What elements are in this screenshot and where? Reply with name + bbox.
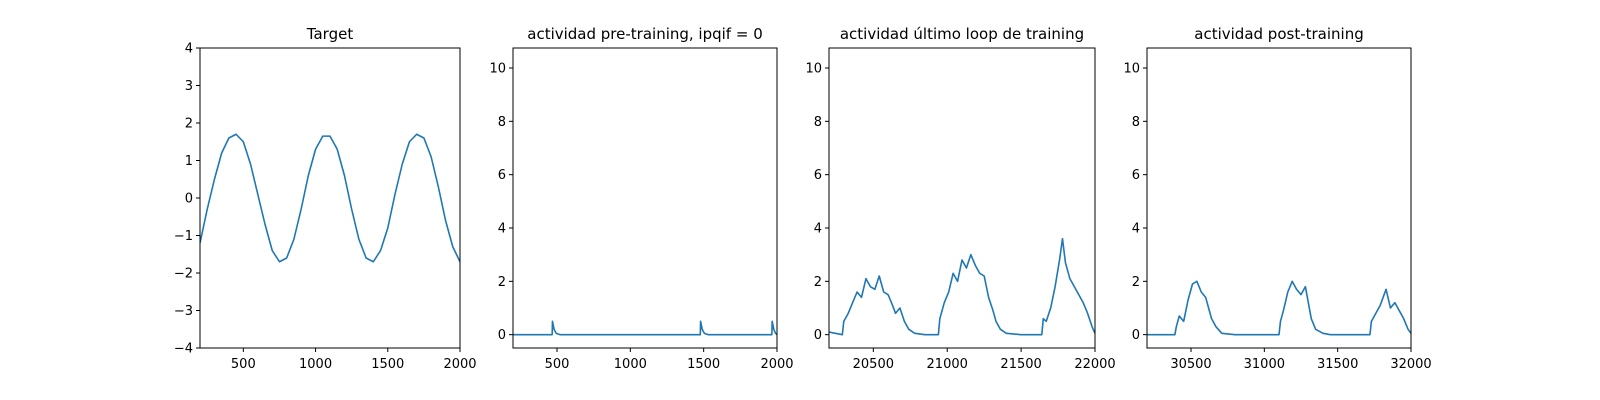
- y-tick-label: 0: [498, 328, 506, 343]
- x-tick-label: 500: [231, 357, 256, 372]
- plot-frame: [828, 47, 1096, 349]
- y-tick-label: 0: [1132, 328, 1140, 343]
- x-tick-label: 20500: [853, 357, 894, 372]
- y-tick-label: 2: [498, 275, 506, 290]
- y-tick-label: 6: [1132, 168, 1140, 183]
- y-tick-label: 8: [814, 115, 822, 130]
- x-tick-label: 30500: [1170, 357, 1211, 372]
- x-tick-label: 1500: [371, 357, 404, 372]
- x-tick-label: 21000: [927, 357, 968, 372]
- y-tick-label: 0: [185, 192, 193, 207]
- y-tick-label: 4: [814, 222, 822, 237]
- x-tick-label: 22000: [1074, 357, 1115, 372]
- y-tick-label: 4: [1132, 222, 1140, 237]
- y-tick-label: 6: [814, 168, 822, 183]
- series-line: [200, 133, 460, 263]
- x-tick-label: 2000: [443, 357, 476, 372]
- x-tick-label: 31000: [1244, 357, 1285, 372]
- plot-frame: [512, 47, 778, 349]
- y-tick-label: 1: [185, 154, 193, 169]
- chart-panel-1: Target 500 1000 1500 2000 −4 −3 −2 −1 0 1 2 3 4: [174, 25, 477, 372]
- y-tick-label: 3: [185, 79, 193, 94]
- y-tick-label: 8: [1132, 115, 1140, 130]
- chart-panel-2: actividad pre-training, ipqif = 0 500 1000…: [489, 25, 793, 372]
- y-tick-label: 4: [185, 42, 193, 57]
- x-tick-label: 2000: [760, 357, 793, 372]
- y-tick-label: 10: [1123, 62, 1140, 77]
- series-line: [513, 320, 777, 336]
- chart-title: actividad último loop de training: [840, 25, 1084, 43]
- y-tick-label: −4: [174, 342, 193, 357]
- y-tick-label: 2: [1132, 275, 1140, 290]
- y-tick-label: −1: [174, 229, 193, 244]
- x-tick-label: 500: [545, 357, 570, 372]
- y-tick-label: 2: [814, 275, 822, 290]
- y-tick-label: 2: [185, 117, 193, 132]
- plot-frame: [1146, 47, 1412, 349]
- y-tick-label: 4: [498, 222, 506, 237]
- x-tick-label: 1000: [614, 357, 647, 372]
- x-tick-label: 21500: [1000, 357, 1041, 372]
- y-tick-label: 0: [814, 328, 822, 343]
- chart-panel-4: actividad post-training 30500 31000 31500 32…: [1123, 25, 1431, 372]
- x-tick-label: 1500: [687, 357, 720, 372]
- y-tick-label: 10: [489, 62, 506, 77]
- chart-title: actividad post-training: [1194, 25, 1363, 43]
- series-line: [1147, 280, 1411, 336]
- series-line: [829, 237, 1095, 336]
- chart-title: Target: [306, 25, 354, 43]
- y-tick-label: −2: [174, 267, 193, 282]
- y-tick-label: 8: [498, 115, 506, 130]
- x-tick-label: 32000: [1390, 357, 1431, 372]
- chart-title: actividad pre-training, ipqif = 0: [527, 25, 763, 43]
- x-tick-label: 31500: [1317, 357, 1358, 372]
- y-tick-label: −3: [174, 304, 193, 319]
- y-tick-label: 10: [805, 62, 822, 77]
- x-tick-label: 1000: [299, 357, 332, 372]
- y-tick-label: 6: [498, 168, 506, 183]
